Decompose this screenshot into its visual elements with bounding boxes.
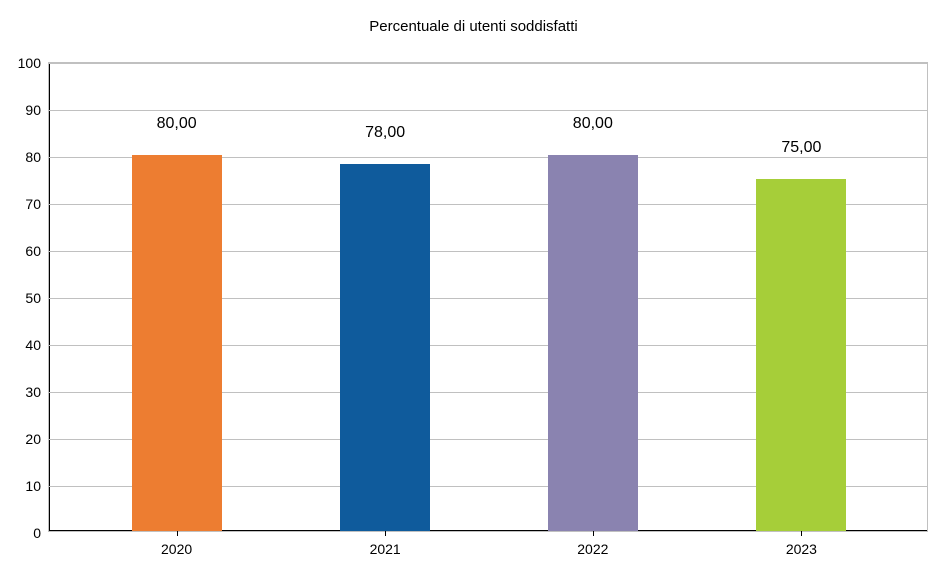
bar — [548, 155, 638, 531]
y-axis-line — [49, 63, 50, 531]
chart-title: Percentuale di utenti soddisfatti — [0, 18, 947, 35]
x-tick — [385, 531, 386, 536]
x-tick — [177, 531, 178, 536]
bar — [132, 155, 222, 531]
gridline — [49, 63, 927, 64]
bar — [756, 179, 846, 532]
plot-area: 010203040506070809010080,00202078,002021… — [48, 62, 928, 532]
x-tick — [593, 531, 594, 536]
x-tick — [801, 531, 802, 536]
x-tick-label: 2022 — [577, 541, 608, 557]
bar-value-label: 80,00 — [157, 115, 197, 133]
x-tick-label: 2023 — [786, 541, 817, 557]
bar-value-label: 80,00 — [573, 115, 613, 133]
bar-value-label: 75,00 — [781, 139, 821, 157]
x-tick-label: 2020 — [161, 541, 192, 557]
chart-container: Percentuale di utenti soddisfatti 010203… — [0, 0, 947, 578]
gridline — [49, 110, 927, 111]
bar-value-label: 78,00 — [365, 124, 405, 142]
bar — [340, 164, 430, 531]
x-tick-label: 2021 — [370, 541, 401, 557]
